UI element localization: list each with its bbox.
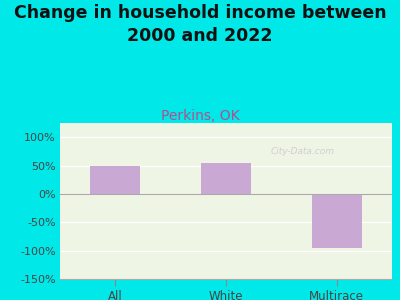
Text: Change in household income between
2000 and 2022: Change in household income between 2000 …	[14, 4, 386, 45]
Bar	[201, 163, 251, 194]
Bar	[90, 166, 140, 194]
Text: City-Data.com: City-Data.com	[270, 147, 334, 156]
Bar	[312, 194, 362, 248]
Text: Perkins, OK: Perkins, OK	[161, 110, 239, 124]
